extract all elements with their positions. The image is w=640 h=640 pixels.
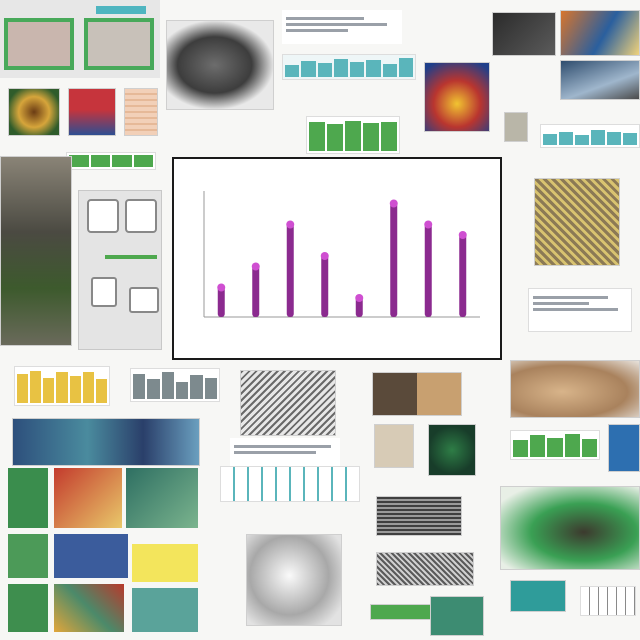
white-fungus-photo bbox=[246, 534, 342, 626]
collage-tile-yellow-doc bbox=[132, 544, 198, 582]
sunflower-photo bbox=[8, 88, 60, 136]
collage-tile-mosaic bbox=[54, 584, 124, 632]
collage-tile-blue-denim bbox=[54, 534, 128, 578]
collage-tile-teal bbox=[126, 468, 198, 528]
green-bar-strip bbox=[306, 116, 400, 154]
grey-organic-photo bbox=[166, 20, 274, 110]
chart-bar-6 bbox=[424, 222, 432, 317]
chart-bar-cap-0 bbox=[217, 283, 226, 292]
green-robot-figure bbox=[500, 486, 640, 570]
paper-document-thumb bbox=[124, 88, 158, 136]
red-blue-painting bbox=[68, 88, 116, 136]
chart-bar-cap-3 bbox=[320, 252, 329, 260]
bird-photo-pair bbox=[372, 372, 462, 416]
beige-object-photo bbox=[374, 424, 414, 468]
panel-button-1 bbox=[87, 199, 119, 233]
right-data-panel bbox=[528, 288, 632, 332]
top-caption-block bbox=[282, 10, 402, 44]
blue-art-collage bbox=[12, 418, 200, 466]
top-colorful-painting bbox=[560, 10, 640, 56]
chart-bar-cap-4 bbox=[355, 294, 364, 302]
dark-engraving-photo bbox=[376, 496, 462, 536]
green-header-strip bbox=[66, 152, 156, 170]
collage-tile-teal-2 bbox=[132, 588, 198, 632]
panel-button-4 bbox=[129, 287, 159, 313]
panel-button-2 bbox=[125, 199, 157, 233]
small-grey-icon-photo bbox=[504, 112, 528, 142]
top-dark-photo bbox=[492, 12, 556, 56]
rocky-landscape-photo bbox=[0, 156, 72, 346]
engraving-illustration bbox=[240, 370, 336, 436]
chart-bar-cap-1 bbox=[251, 262, 260, 271]
ui-button-panel bbox=[78, 190, 162, 350]
lace-fabric-photo bbox=[534, 178, 620, 266]
top-landscape-photo bbox=[560, 60, 640, 100]
chart-bar-1 bbox=[252, 264, 260, 317]
chart-bar-cap-5 bbox=[389, 199, 398, 208]
collage-tile-green-3 bbox=[8, 584, 48, 632]
wooden-sculpture-photo bbox=[510, 360, 640, 418]
chart-bar-cap-2 bbox=[286, 220, 295, 229]
chart-bar-5 bbox=[390, 201, 398, 317]
panel-button-3 bbox=[91, 277, 117, 307]
green-bar-small bbox=[370, 604, 434, 620]
collage-tile-green bbox=[8, 468, 48, 528]
chart-bar-cap-7 bbox=[458, 231, 467, 239]
chart-bar-cap-6 bbox=[424, 220, 433, 229]
grey-engraving-photo-2 bbox=[376, 552, 474, 586]
teal-bar-strip bbox=[282, 54, 416, 80]
chart-bar-3 bbox=[321, 254, 329, 317]
teal-text-panel bbox=[510, 580, 566, 612]
photo-collage-grid bbox=[8, 468, 198, 632]
chart-bar-2 bbox=[286, 222, 294, 317]
chart-bar-7 bbox=[459, 233, 467, 317]
collage-tile-green-2 bbox=[8, 534, 48, 578]
caption-text-block bbox=[230, 438, 340, 466]
green-framed-card-1 bbox=[4, 18, 74, 70]
red-yellow-painting bbox=[424, 62, 490, 132]
panel-green-line bbox=[105, 255, 157, 259]
teal-label-strip bbox=[96, 6, 146, 14]
green-bar-strip-right bbox=[510, 430, 600, 460]
grey-bar-strip bbox=[130, 368, 220, 402]
green-framed-card-2 bbox=[84, 18, 154, 70]
chart-plot bbox=[203, 191, 480, 318]
teal-block-small bbox=[430, 596, 484, 636]
bottom-right-line-chart bbox=[580, 586, 636, 616]
blue-ocean-photo bbox=[608, 424, 640, 472]
collage-tile-red bbox=[54, 468, 122, 528]
main-bar-chart bbox=[172, 157, 502, 360]
chart-bar-0 bbox=[217, 285, 225, 317]
teal-line-strip bbox=[220, 466, 360, 502]
green-figure-photo bbox=[428, 424, 476, 476]
teal-bar-strip-right bbox=[540, 124, 640, 148]
top-left-green-panel bbox=[0, 0, 160, 78]
yellow-bar-strip bbox=[14, 366, 110, 406]
